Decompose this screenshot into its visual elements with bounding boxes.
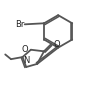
Text: O: O [53,40,60,49]
Text: Br: Br [15,20,24,29]
Text: O: O [22,45,28,54]
Text: N: N [23,56,30,65]
